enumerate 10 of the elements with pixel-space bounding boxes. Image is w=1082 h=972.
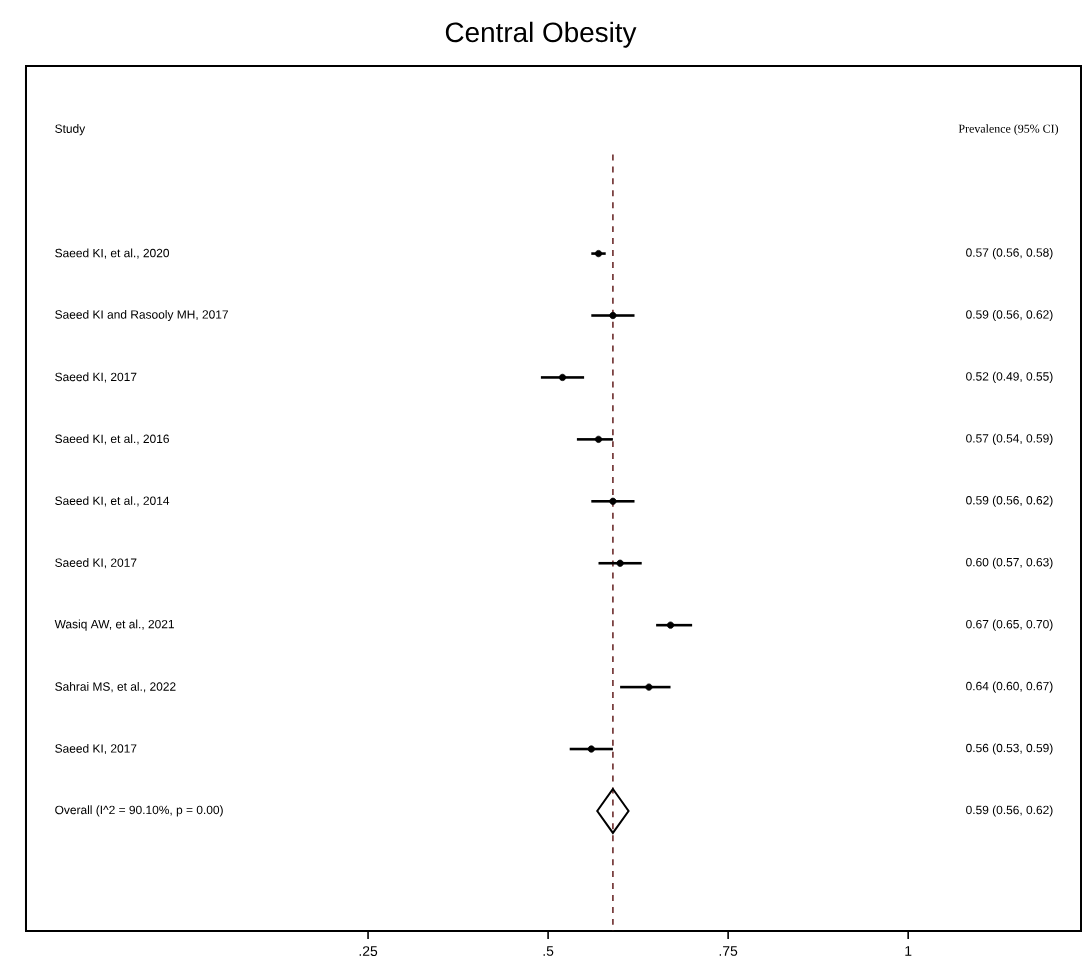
point [596, 788, 630, 835]
point [594, 436, 603, 444]
point [616, 560, 624, 568]
point [587, 745, 595, 754]
point [666, 622, 675, 630]
point [609, 312, 617, 320]
point [558, 374, 567, 382]
chart-title: Central Obesity [445, 22, 637, 49]
point [609, 498, 617, 506]
point [645, 683, 653, 692]
